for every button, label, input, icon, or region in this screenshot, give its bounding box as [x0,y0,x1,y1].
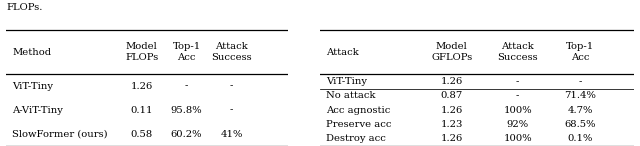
Text: Model
FLOPs: Model FLOPs [125,42,158,62]
Text: Acc agnostic: Acc agnostic [326,106,390,115]
Text: A-ViT-Tiny: A-ViT-Tiny [12,106,63,115]
Text: 100%: 100% [503,106,532,115]
Text: 100%: 100% [503,134,532,143]
Text: 1.23: 1.23 [440,120,463,129]
Text: Attack
Success: Attack Success [211,42,252,62]
Text: 0.11: 0.11 [131,106,153,115]
Text: 1.26: 1.26 [131,82,153,91]
Text: SlowFormer (ours): SlowFormer (ours) [12,130,108,139]
Text: 0.1%: 0.1% [568,134,593,143]
Text: -: - [230,106,234,115]
Text: Top-1
Acc: Top-1 Acc [173,42,201,62]
Text: No attack: No attack [326,91,376,100]
Text: Attack
Success: Attack Success [497,42,538,62]
Text: Top-1
Acc: Top-1 Acc [566,42,595,62]
Text: 4.7%: 4.7% [568,106,593,115]
Text: Method: Method [12,47,51,57]
Text: 60.2%: 60.2% [171,130,202,139]
Text: 1.26: 1.26 [440,106,463,115]
Text: Attack: Attack [326,47,359,57]
Text: 0.87: 0.87 [440,91,463,100]
Text: FLOPs.: FLOPs. [6,3,43,12]
Text: ViT-Tiny: ViT-Tiny [12,82,53,91]
Text: -: - [579,77,582,86]
Text: 0.58: 0.58 [131,130,153,139]
Text: 71.4%: 71.4% [564,91,596,100]
Text: 68.5%: 68.5% [564,120,596,129]
Text: -: - [230,82,234,91]
Text: Destroy acc: Destroy acc [326,134,386,143]
Text: ViT-Tiny: ViT-Tiny [326,77,367,86]
Text: -: - [516,77,519,86]
Text: -: - [516,91,519,100]
Text: Model
GFLOPs: Model GFLOPs [431,42,472,62]
Text: 92%: 92% [506,120,529,129]
Text: 41%: 41% [221,130,243,139]
Text: 1.26: 1.26 [440,134,463,143]
Text: -: - [185,82,188,91]
Text: Preserve acc: Preserve acc [326,120,392,129]
Text: 95.8%: 95.8% [171,106,202,115]
Text: 1.26: 1.26 [440,77,463,86]
